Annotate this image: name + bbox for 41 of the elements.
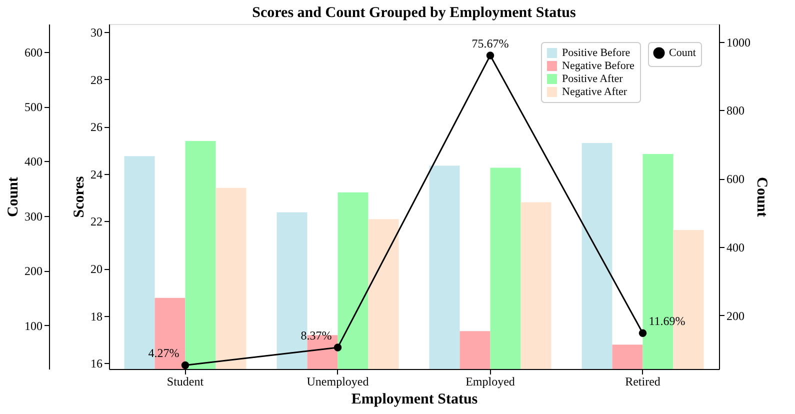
y3-tick-label: 500 (24, 100, 42, 114)
y2-tick-label: 400 (726, 240, 744, 254)
y-tick-label: 24 (90, 167, 102, 182)
y-tick-label: 18 (90, 309, 102, 324)
y-tick-label: 20 (90, 262, 102, 276)
y-tick-label: 28 (90, 72, 102, 87)
x-tick-label: Retired (625, 374, 660, 388)
legend-label: Positive After (562, 73, 624, 85)
y-tick-label: 30 (90, 26, 102, 40)
legend-label: Negative After (562, 86, 628, 98)
y2-axis-title: Count (754, 176, 770, 218)
y3-tick-label: 200 (24, 264, 42, 278)
x-tick-label: Student (166, 374, 204, 388)
y-tick-label: 22 (90, 214, 102, 229)
annotation: 4.27% (148, 346, 180, 360)
chart-title: Scores and Count Grouped by Employment Status (252, 5, 576, 21)
legend-label: Positive Before (562, 47, 630, 59)
y2-tick-label: 600 (726, 172, 744, 186)
y3-tick-label: 100 (24, 318, 42, 333)
y-tick-label: 16 (90, 356, 102, 371)
annotation: 11.69% (648, 314, 686, 328)
legend-label: Negative Before (562, 60, 634, 72)
point (334, 344, 342, 352)
point (486, 52, 494, 60)
y2-tick-label: 800 (726, 104, 744, 118)
point (638, 329, 647, 337)
y2-tick-label: 200 (726, 308, 744, 323)
point (181, 361, 190, 370)
annotation: 75.67% (472, 36, 509, 50)
x-tick-label: Employed (466, 374, 515, 388)
legend-label: Count (669, 47, 696, 59)
x-tick-label: Unemployed (306, 374, 369, 388)
y3-tick-label: 400 (24, 154, 42, 169)
annotation: 8.37% (300, 328, 332, 342)
x-axis-title: Employment Status (351, 392, 478, 408)
y3-tick-label: 300 (24, 209, 42, 224)
y3-tick-label: 600 (24, 45, 42, 60)
y2-tick-label: 1000 (726, 35, 750, 50)
y-axis-title: Scores (72, 176, 88, 218)
y3-axis-title: Count (6, 176, 22, 218)
y-tick-label: 26 (90, 120, 102, 134)
